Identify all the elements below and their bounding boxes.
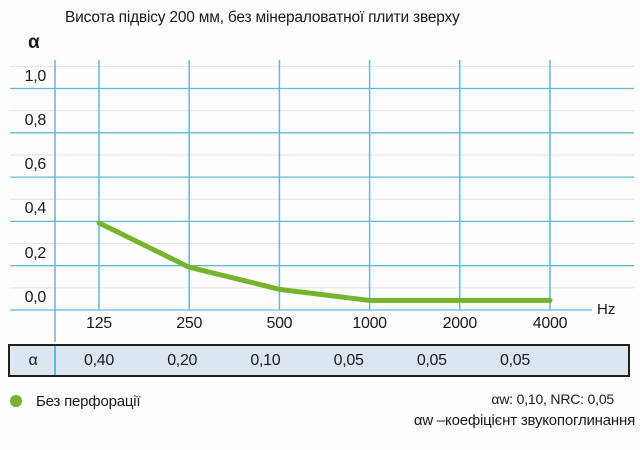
x-tick-label: 250 (176, 315, 203, 332)
table-cell: 0,05 (500, 352, 530, 369)
x-tick-label: 125 (86, 315, 112, 332)
x-axis-unit-label: Hz (597, 301, 616, 318)
alpha-values-table: α 0,40 0,20 0,10 0,05 0,05 0,05 (8, 344, 630, 377)
y-tick-label: 0,4 (24, 200, 47, 218)
legend-label: Без перфорації (36, 392, 141, 410)
y-tick-label: 0,8 (24, 111, 47, 129)
aw-nrc-note: αw: 0,10, NRC: 0,05 (491, 391, 614, 407)
x-tick-label: 4000 (532, 315, 568, 332)
chart-title: Висота підвісу 200 мм, без мінераловатно… (65, 9, 460, 26)
table-cell: 0,05 (416, 352, 447, 369)
aw-definition-note: αw –коефіцієнт звукопоглинання (413, 412, 635, 429)
table-cell: 0,05 (333, 352, 364, 369)
y-axis-label: α (28, 32, 40, 53)
table-column-separator (54, 346, 56, 375)
x-tick-label: 1000 (352, 315, 387, 332)
x-tick-label: 2000 (442, 315, 478, 332)
table-cell: 0,40 (84, 352, 114, 369)
table-row-header: α (28, 352, 38, 369)
chart-legend: Без перфорації (10, 392, 141, 410)
y-tick-label: 0,2 (24, 244, 47, 262)
x-tick-label: 500 (266, 315, 293, 332)
table-cell: 0,20 (167, 352, 198, 369)
table-cell: 0,10 (250, 352, 281, 369)
legend-dot (10, 395, 22, 407)
y-tick-label: 0,6 (24, 156, 47, 174)
y-tick-label: 1,0 (24, 67, 47, 85)
y-tick-label: 0,0 (24, 289, 47, 306)
